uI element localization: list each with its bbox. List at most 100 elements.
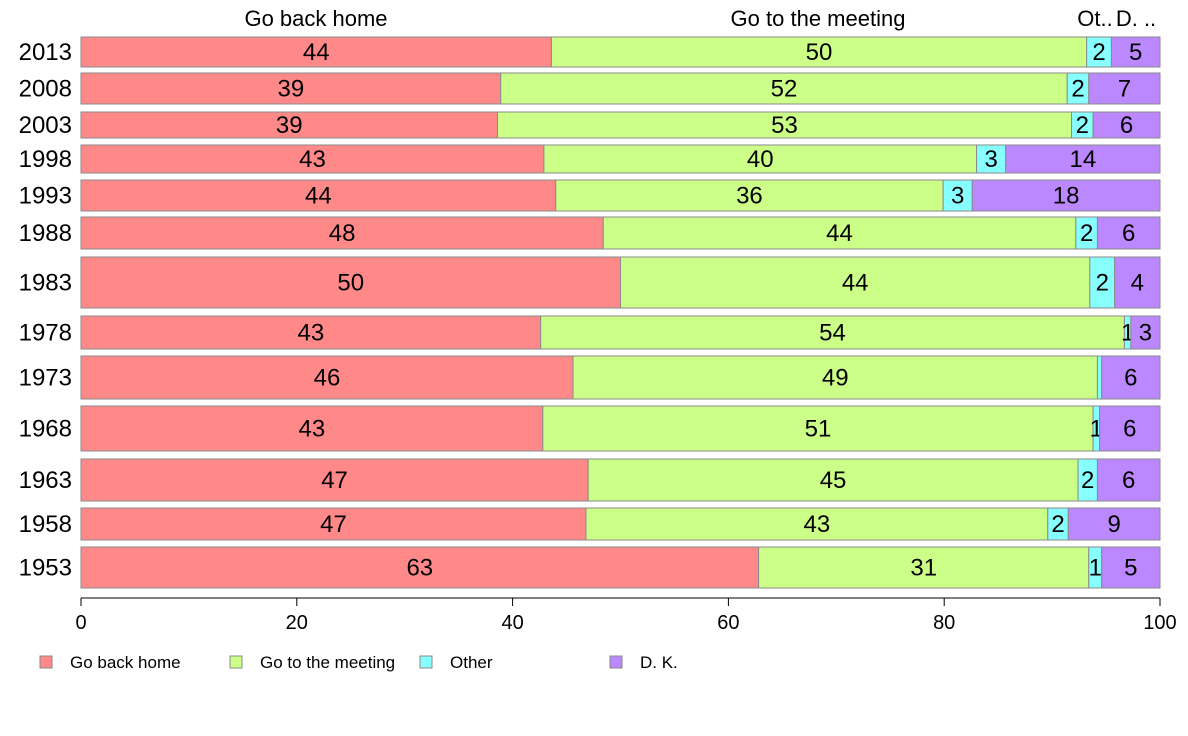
category-label: 1993 <box>19 183 72 210</box>
data-label: 54 <box>819 320 846 347</box>
category-label: 1953 <box>19 555 72 582</box>
data-label: 44 <box>826 220 853 247</box>
bar-segment <box>80 507 587 541</box>
category-label: 2003 <box>19 112 72 139</box>
legend-label: Go to the meeting <box>260 653 395 672</box>
x-tick-label: 40 <box>501 612 523 634</box>
category-label: 1988 <box>19 220 72 247</box>
data-label: 47 <box>321 467 348 494</box>
bar-segment <box>1099 405 1161 452</box>
bar-segment <box>80 546 760 589</box>
data-label: 39 <box>278 76 305 103</box>
data-label: 2 <box>1080 220 1093 247</box>
bar-segment <box>80 36 552 68</box>
data-label: 2 <box>1071 76 1084 103</box>
bar-segment <box>1101 355 1161 400</box>
data-label: 44 <box>303 39 330 66</box>
data-label: 43 <box>299 146 326 173</box>
bar-segment <box>80 405 544 452</box>
data-label: 40 <box>747 146 774 173</box>
data-label: 50 <box>337 270 364 297</box>
bar-segment <box>550 36 1088 68</box>
bar-segment <box>1088 72 1161 105</box>
bar-segment <box>80 256 621 309</box>
category-label: 1978 <box>19 320 72 347</box>
category-label: 1963 <box>19 467 72 494</box>
column-header: D. .. <box>1116 6 1156 31</box>
data-label: 4 <box>1131 270 1144 297</box>
data-label: 2 <box>1096 270 1109 297</box>
x-tick-label: 0 <box>75 612 86 634</box>
data-label: 46 <box>314 365 341 392</box>
data-label: 6 <box>1122 467 1135 494</box>
bar-segment <box>1114 256 1161 309</box>
data-label: 9 <box>1107 511 1120 538</box>
bar-segment <box>976 144 1007 174</box>
x-tick-label: 100 <box>1143 612 1176 634</box>
category-label: 2013 <box>19 39 72 66</box>
category-label: 1973 <box>19 365 72 392</box>
bar-segment <box>1130 315 1161 350</box>
data-label: 7 <box>1118 76 1131 103</box>
bar-segment <box>942 179 973 212</box>
data-label: 1 <box>1089 555 1102 582</box>
bar-segment <box>1096 458 1161 502</box>
bar-segment <box>1086 36 1112 68</box>
legend-label: D. K. <box>640 653 678 672</box>
data-label: 44 <box>842 270 869 297</box>
data-label: 3 <box>1139 320 1152 347</box>
data-label: 45 <box>820 467 847 494</box>
column-header: Go to the meeting <box>731 6 906 31</box>
bar-segment <box>80 355 574 400</box>
data-label: 6 <box>1124 365 1137 392</box>
legend-swatch <box>609 655 623 669</box>
bar-segment <box>80 315 542 350</box>
data-label: 3 <box>951 183 964 210</box>
bar-segment <box>500 72 1068 105</box>
data-label: 47 <box>320 511 347 538</box>
data-label: 43 <box>297 320 324 347</box>
bar-segment <box>585 507 1049 541</box>
bar-segment <box>540 315 1125 350</box>
data-label: 14 <box>1069 146 1096 173</box>
bar-segment <box>971 179 1161 212</box>
data-label: 5 <box>1129 39 1142 66</box>
data-label: 63 <box>406 555 433 582</box>
category-label: 1958 <box>19 511 72 538</box>
data-label: 49 <box>822 365 849 392</box>
bar-segment <box>1110 36 1161 68</box>
legend-swatch <box>39 655 53 669</box>
legend-label: Go back home <box>70 653 181 672</box>
data-label: 2 <box>1076 112 1089 139</box>
data-label: 43 <box>299 416 326 443</box>
x-tick-label: 60 <box>717 612 739 634</box>
category-label: 1968 <box>19 416 72 443</box>
data-label: 2 <box>1081 467 1094 494</box>
bar-segment <box>1096 216 1161 250</box>
data-label: 43 <box>804 511 831 538</box>
bar-segment <box>1089 256 1116 309</box>
data-label: 52 <box>771 76 798 103</box>
bar-segment <box>1092 111 1161 139</box>
legend-label: Other <box>450 653 493 672</box>
x-tick-label: 20 <box>286 612 308 634</box>
bar-segment <box>1005 144 1161 174</box>
bar-segment <box>1096 355 1103 400</box>
category-label: 1983 <box>19 270 72 297</box>
bar-segment <box>496 111 1073 139</box>
bar-segment <box>620 256 1091 309</box>
data-label: 31 <box>910 555 937 582</box>
data-label: 5 <box>1124 555 1137 582</box>
data-label: 2 <box>1051 511 1064 538</box>
bar-segment <box>80 144 545 174</box>
data-label: 2 <box>1092 39 1105 66</box>
category-label: 2008 <box>19 76 72 103</box>
column-header: Go back home <box>244 6 387 31</box>
bar-segment <box>572 355 1098 400</box>
bar-segment <box>543 144 978 174</box>
legend-swatch <box>229 655 243 669</box>
data-label: 3 <box>984 146 997 173</box>
bar-segment <box>1067 507 1161 541</box>
